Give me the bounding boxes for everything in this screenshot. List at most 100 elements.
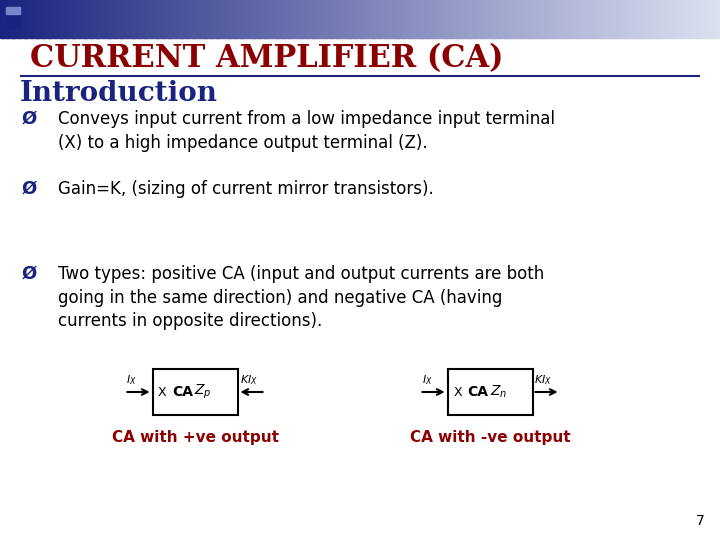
- Bar: [245, 0, 248, 38]
- Bar: [34, 0, 37, 38]
- Bar: [158, 0, 161, 38]
- Bar: [53, 0, 55, 38]
- Bar: [79, 0, 82, 38]
- Bar: [475, 0, 478, 38]
- Bar: [689, 0, 692, 38]
- Bar: [341, 0, 343, 38]
- Bar: [410, 0, 413, 38]
- Text: Two types: positive CA (input and output currents are both
going in the same dir: Two types: positive CA (input and output…: [58, 265, 544, 330]
- Bar: [713, 0, 716, 38]
- Bar: [482, 0, 485, 38]
- Bar: [216, 0, 219, 38]
- Bar: [581, 0, 584, 38]
- Bar: [377, 0, 379, 38]
- Text: CURRENT AMPLIFIER (CA): CURRENT AMPLIFIER (CA): [30, 43, 503, 74]
- Bar: [185, 0, 188, 38]
- Bar: [204, 0, 207, 38]
- Bar: [631, 0, 634, 38]
- Bar: [283, 0, 286, 38]
- Text: Introduction: Introduction: [20, 80, 218, 107]
- Bar: [511, 0, 514, 38]
- Bar: [168, 0, 171, 38]
- Text: CA with -ve output: CA with -ve output: [410, 430, 570, 445]
- Bar: [403, 0, 406, 38]
- Bar: [653, 0, 656, 38]
- Bar: [360, 0, 363, 38]
- Bar: [233, 0, 235, 38]
- Bar: [670, 0, 672, 38]
- Bar: [657, 0, 660, 38]
- Bar: [60, 0, 63, 38]
- Bar: [545, 0, 548, 38]
- Text: $KI_X$: $KI_X$: [534, 373, 552, 387]
- Bar: [271, 0, 274, 38]
- Bar: [202, 0, 204, 38]
- Bar: [650, 0, 653, 38]
- Bar: [564, 0, 567, 38]
- Bar: [466, 0, 469, 38]
- Text: CA with +ve output: CA with +ve output: [112, 430, 279, 445]
- Bar: [480, 0, 483, 38]
- Bar: [329, 0, 332, 38]
- Bar: [7, 0, 10, 38]
- Bar: [333, 0, 336, 38]
- Text: $Z_{n}$: $Z_{n}$: [490, 384, 507, 400]
- Bar: [413, 0, 415, 38]
- Text: Ø: Ø: [22, 180, 37, 198]
- Bar: [559, 0, 562, 38]
- Bar: [547, 0, 550, 38]
- Bar: [326, 0, 329, 38]
- Bar: [101, 0, 104, 38]
- Bar: [490, 0, 492, 38]
- Bar: [441, 0, 444, 38]
- Bar: [336, 0, 339, 38]
- Bar: [665, 0, 667, 38]
- Bar: [497, 0, 500, 38]
- Bar: [288, 0, 291, 38]
- Bar: [353, 0, 356, 38]
- Bar: [706, 0, 708, 38]
- Bar: [146, 0, 149, 38]
- Bar: [266, 0, 269, 38]
- Bar: [701, 0, 703, 38]
- Bar: [585, 0, 588, 38]
- Bar: [636, 0, 639, 38]
- Bar: [297, 0, 300, 38]
- Bar: [459, 0, 462, 38]
- Bar: [468, 0, 471, 38]
- Bar: [153, 0, 156, 38]
- Bar: [257, 0, 260, 38]
- Bar: [492, 0, 495, 38]
- Bar: [477, 0, 480, 38]
- Bar: [362, 0, 365, 38]
- Bar: [99, 0, 102, 38]
- Bar: [660, 0, 663, 38]
- Bar: [621, 0, 624, 38]
- Bar: [22, 0, 24, 38]
- Bar: [634, 0, 636, 38]
- Bar: [281, 0, 284, 38]
- Bar: [293, 0, 296, 38]
- Bar: [125, 0, 127, 38]
- Bar: [461, 0, 464, 38]
- Bar: [432, 0, 435, 38]
- Bar: [254, 0, 257, 38]
- Bar: [225, 0, 228, 38]
- Bar: [487, 0, 490, 38]
- Bar: [194, 0, 197, 38]
- Bar: [55, 0, 58, 38]
- Bar: [110, 0, 113, 38]
- Bar: [96, 0, 99, 38]
- Bar: [50, 0, 53, 38]
- Bar: [696, 0, 699, 38]
- Bar: [372, 0, 375, 38]
- Bar: [132, 0, 135, 38]
- Bar: [454, 0, 456, 38]
- Bar: [571, 0, 574, 38]
- Bar: [89, 0, 91, 38]
- Bar: [36, 0, 39, 38]
- Text: $KI_X$: $KI_X$: [240, 373, 258, 387]
- Bar: [682, 0, 685, 38]
- Bar: [238, 0, 240, 38]
- Bar: [252, 0, 255, 38]
